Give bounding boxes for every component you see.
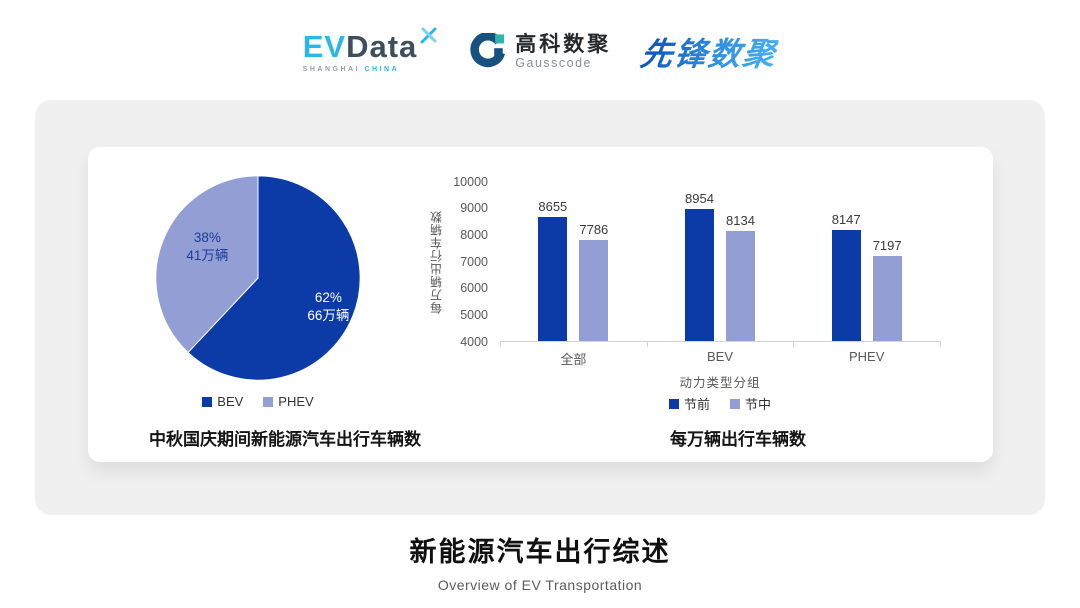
x-tick-label-BEV: BEV: [707, 349, 734, 364]
x-tick-label-PHEV: PHEV: [848, 349, 885, 364]
y-tick-label: 9000: [460, 201, 488, 216]
bar-节中-全部: [579, 240, 609, 341]
x-tick-label-全部: 全部: [560, 352, 587, 367]
bar-节前-BEV: [685, 208, 714, 341]
legend-label: BEV: [217, 394, 244, 409]
bar-value-label: 7786: [579, 222, 609, 237]
legend-label: PHEV: [278, 394, 314, 409]
x-axis-tick-mark: [793, 341, 795, 347]
header-logos: EV Data SHANGHAI CHINA 高科数聚 Gausscode: [0, 22, 1080, 82]
x-axis-title: 动力类型分组: [679, 376, 761, 390]
legend-label: 节前: [683, 397, 710, 412]
y-axis-ticks: 10000 9000 8000 7000 6000 5000 4000: [440, 175, 488, 349]
bar-节中-PHEV: [872, 255, 902, 341]
legend-label: 节中: [745, 397, 772, 412]
bar-column: 8655: [538, 182, 568, 341]
bar-column: 8134: [726, 182, 755, 341]
x-axis-ticks: 全部 BEV PHEV: [500, 349, 940, 368]
bar-value-label: 7197: [872, 237, 902, 253]
gausscode-en-name: Gausscode: [515, 56, 592, 71]
evdata-subtext: SHANGHAI CHINA: [302, 66, 400, 73]
bar-value-label: 8147: [831, 212, 861, 228]
y-tick-label: 4000: [460, 334, 488, 349]
bar-legend: 节前 节中: [500, 394, 940, 413]
y-tick-label: 5000: [460, 307, 488, 322]
pie-slice-phev: [155, 175, 259, 353]
gausscode-text: 高科数聚 Gausscode: [515, 33, 611, 71]
page-title: 新能源汽车出行综述: [409, 537, 671, 567]
bar-group-全部: 8655 7786: [500, 182, 647, 341]
bar-plot-area: 8655 7786 8954 8134 8147 7197: [500, 182, 941, 347]
pie-slice-bev: [187, 175, 361, 381]
bar-节前-全部: [538, 216, 568, 341]
legend-item-节中: 节中: [730, 394, 771, 413]
pie-svg: [155, 175, 361, 381]
bar-column: 7197: [872, 182, 902, 341]
bar-column: 8954: [685, 182, 714, 341]
y-tick-label: 7000: [460, 254, 488, 269]
bar-column: 8147: [831, 182, 861, 341]
bar-group-PHEV: 8147 7197: [793, 182, 940, 341]
xianfeng-logo: 先锋数聚: [638, 29, 780, 75]
legend-item-节前: 节前: [668, 394, 710, 413]
pie-legend: BEV PHEV: [88, 394, 428, 409]
legend-swatch: [730, 398, 740, 409]
evdata-x-icon: [420, 27, 437, 44]
gausscode-cn-name: 高科数聚: [515, 33, 612, 57]
gausscode-mark-icon: [470, 33, 506, 68]
x-axis-tick-mark: [500, 341, 501, 347]
legend-swatch: [263, 396, 274, 407]
bar-value-label: 8134: [726, 212, 755, 228]
bar-chart-title: 每万辆出行车辆数: [670, 430, 806, 449]
page-subtitle: Overview of EV Transportation: [437, 577, 643, 593]
pie-chart-title: 中秋国庆期间新能源汽车出行车辆数: [149, 430, 421, 449]
evdata-ev-text: EV: [302, 29, 347, 64]
bar-column: 7786: [579, 182, 609, 341]
y-tick-label: 10000: [453, 174, 488, 189]
bar-value-label: 8954: [685, 190, 714, 206]
y-tick-label: 6000: [460, 281, 488, 296]
content-panel: 38% 41万辆 62% 66万辆 BEV PHEV 中秋国庆期间新能源汽车出行车…: [35, 100, 1045, 515]
bar-节前-PHEV: [831, 230, 861, 341]
legend-swatch: [202, 396, 213, 407]
evdata-wordmark: EV Data: [302, 27, 440, 64]
bar-节中-BEV: [726, 230, 755, 341]
gausscode-logo: 高科数聚 Gausscode: [469, 33, 611, 71]
evdata-data-text: Data: [346, 29, 418, 64]
x-axis-tick-mark: [646, 341, 648, 347]
y-tick-label: 8000: [460, 227, 488, 242]
pie-chart: 38% 41万辆 62% 66万辆: [148, 168, 368, 388]
bar-group-BEV: 8954 8134: [647, 182, 794, 341]
legend-swatch: [668, 398, 679, 409]
pie-label-bev: 62% 66万辆: [307, 289, 350, 323]
evdata-logo: EV Data SHANGHAI CHINA: [302, 27, 440, 73]
legend-item-PHEV: PHEV: [263, 394, 314, 409]
x-axis-tick-mark: [940, 341, 941, 347]
pie-label-phev: 38% 41万辆: [186, 229, 229, 264]
bar-value-label: 8655: [538, 198, 568, 214]
footer: 新能源汽车出行综述 Overview of EV Transportation: [0, 530, 1080, 593]
charts-card: 38% 41万辆 62% 66万辆 BEV PHEV 中秋国庆期间新能源汽车出行车…: [88, 147, 993, 462]
legend-item-BEV: BEV: [202, 394, 243, 409]
